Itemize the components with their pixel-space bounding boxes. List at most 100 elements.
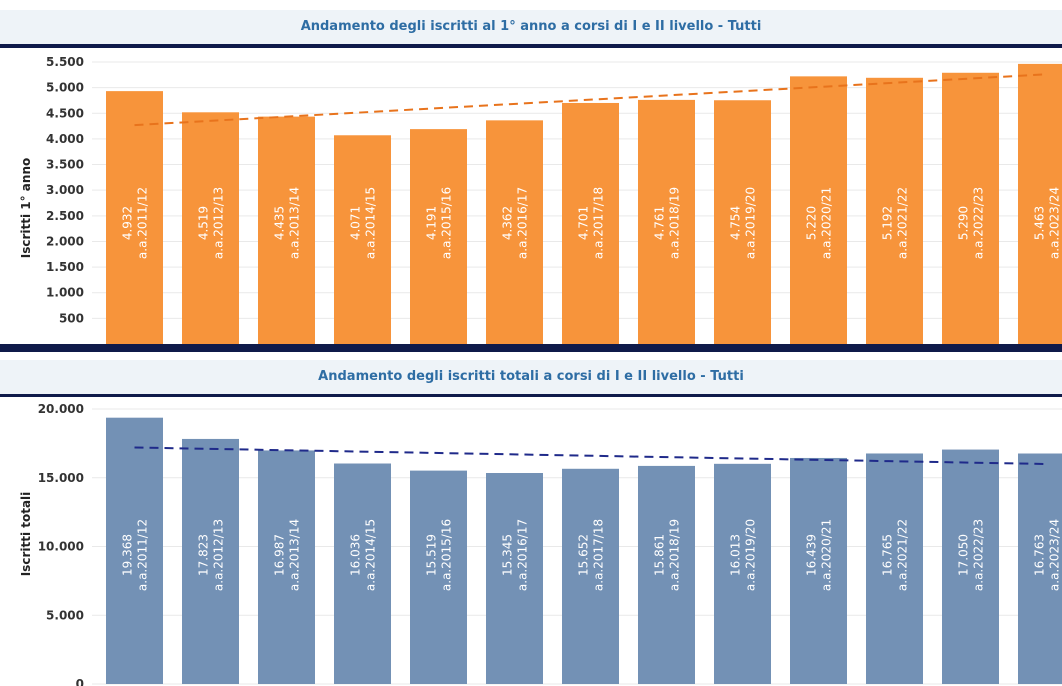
bar [790,76,847,345]
bar-value-label: 17.050 [957,534,971,576]
bar-value-label: 15.861 [653,534,667,576]
bar [106,417,163,684]
bar-value-label: 17.823 [197,534,211,576]
bar [410,470,467,684]
y-tick-label: 5.500 [46,55,84,69]
y-tick-label: 3.000 [46,183,84,197]
bar [638,465,695,684]
bar-category-label: a.a.2011/12 [136,519,150,591]
bar-category-label: a.a.2019/20 [744,187,758,259]
panel-divider [0,344,1062,352]
bar-category-label: a.a.2019/20 [744,519,758,591]
bar-value-label: 16.013 [729,534,743,576]
bar-value-label: 16.763 [1033,534,1047,576]
bar-label: 16.765 a.a.2021/22 [881,519,910,591]
bar [486,120,543,345]
bar-value-label: 4.761 [653,206,667,240]
bar [714,463,771,684]
chart-title-first-year: Andamento degli iscritti al 1° anno a co… [0,10,1062,44]
bar-value-label: 4.435 [273,206,287,240]
bar-label: 15.861 a.a.2018/19 [653,519,682,591]
bar-category-label: a.a.2012/13 [212,187,226,259]
first-year-bar-chart: 5.500 5.000 4.500 4.000 3.500 3.000 2.500 2.000… [19,55,1062,345]
bar-category-label: a.a.2020/21 [820,519,834,591]
bar-label: 16.013 a.a.2019/20 [729,519,758,591]
bar-value-label: 4.519 [197,206,211,240]
bar-label: 15.345 a.a.2016/17 [501,519,530,591]
bar-label: 5.463 a.a.2023/24 [1033,187,1062,259]
bar-value-label: 16.765 [881,534,895,576]
bar-value-label: 4.754 [729,206,743,240]
bar-category-label: a.a.2021/22 [896,519,910,591]
bar [1018,63,1062,344]
bar-category-label: a.a.2020/21 [820,187,834,259]
bar [562,102,619,344]
bar-label: 17.050 a.a.2022/23 [957,519,986,591]
y-tick-label: 2.500 [46,209,84,223]
bar [258,450,315,684]
bar-value-label: 4.191 [425,206,439,240]
bar-label: 4.362 a.a.2016/17 [501,187,530,259]
bar-category-label: a.a.2011/12 [136,187,150,259]
bar-value-label: 16.439 [805,534,819,576]
bar [942,449,999,684]
bar [714,100,771,344]
bar-category-label: a.a.2013/14 [288,187,302,259]
bar [410,129,467,344]
y-tick-label: 20.000 [38,402,84,416]
bar-category-label: a.a.2023/24 [1048,187,1062,259]
bar-value-label: 4.932 [121,206,135,240]
bar [182,112,239,344]
bar-value-label: 5.220 [805,206,819,240]
bar [106,91,163,344]
bar-value-label: 15.652 [577,534,591,576]
y-tick-label: 3.500 [46,158,84,172]
bar-category-label: a.a.2023/24 [1048,519,1062,591]
y-tick-label: 4.000 [46,132,84,146]
bar-value-label: 5.290 [957,206,971,240]
bar-label: 16.763 a.a.2023/24 [1033,519,1062,591]
bar [942,72,999,344]
y-tick-label: 4.500 [46,106,84,120]
bar-value-label: 16.036 [349,534,363,576]
trend-line [134,446,1047,465]
bar-category-label: a.a.2018/19 [668,187,682,259]
bar-label: 4.071 a.a.2014/15 [349,187,378,259]
bar-category-label: a.a.2016/17 [516,519,530,591]
bar-category-label: a.a.2015/16 [440,519,454,591]
bar-category-label: a.a.2014/15 [364,187,378,259]
bar-category-label: a.a.2015/16 [440,187,454,259]
y-axis-label: Iscritti totali [19,492,33,577]
bar-category-label: a.a.2012/13 [212,519,226,591]
y-tick-label: 1.000 [46,286,84,300]
bar-category-label: a.a.2013/14 [288,519,302,591]
bar [790,457,847,684]
bar [638,99,695,344]
bar-value-label: 4.701 [577,206,591,240]
bar-label: 15.652 a.a.2017/18 [577,519,606,591]
bar [334,135,391,344]
bar-category-label: a.a.2021/22 [896,187,910,259]
bar-value-label: 15.519 [425,534,439,576]
bar-value-label: 15.345 [501,534,515,576]
bar-label: 16.439 a.a.2020/21 [805,519,834,591]
y-tick-label: 1.500 [46,260,84,274]
bar [334,463,391,684]
bar-label: 4.435 a.a.2013/14 [273,187,302,259]
bar-value-label: 5.463 [1033,206,1047,240]
bar [182,438,239,684]
bar-label: 5.220 a.a.2020/21 [805,187,834,259]
y-tick-label: 15.000 [38,471,84,485]
bar-category-label: a.a.2018/19 [668,519,682,591]
bar-label: 4.519 a.a.2012/13 [197,187,226,259]
bar-label: 16.987 a.a.2013/14 [273,519,302,591]
bar-label: 4.701 a.a.2017/18 [577,187,606,259]
title-divider [0,44,1062,48]
y-tick-label: 0 [76,677,84,686]
bar-label: 5.290 a.a.2022/23 [957,187,986,259]
bar-category-label: a.a.2017/18 [592,187,606,259]
bar-category-label: a.a.2022/23 [972,187,986,259]
y-axis-label: Iscritti 1° anno [19,158,33,258]
bar-label: 4.761 a.a.2018/19 [653,187,682,259]
y-tick-label: 10.000 [38,540,84,554]
